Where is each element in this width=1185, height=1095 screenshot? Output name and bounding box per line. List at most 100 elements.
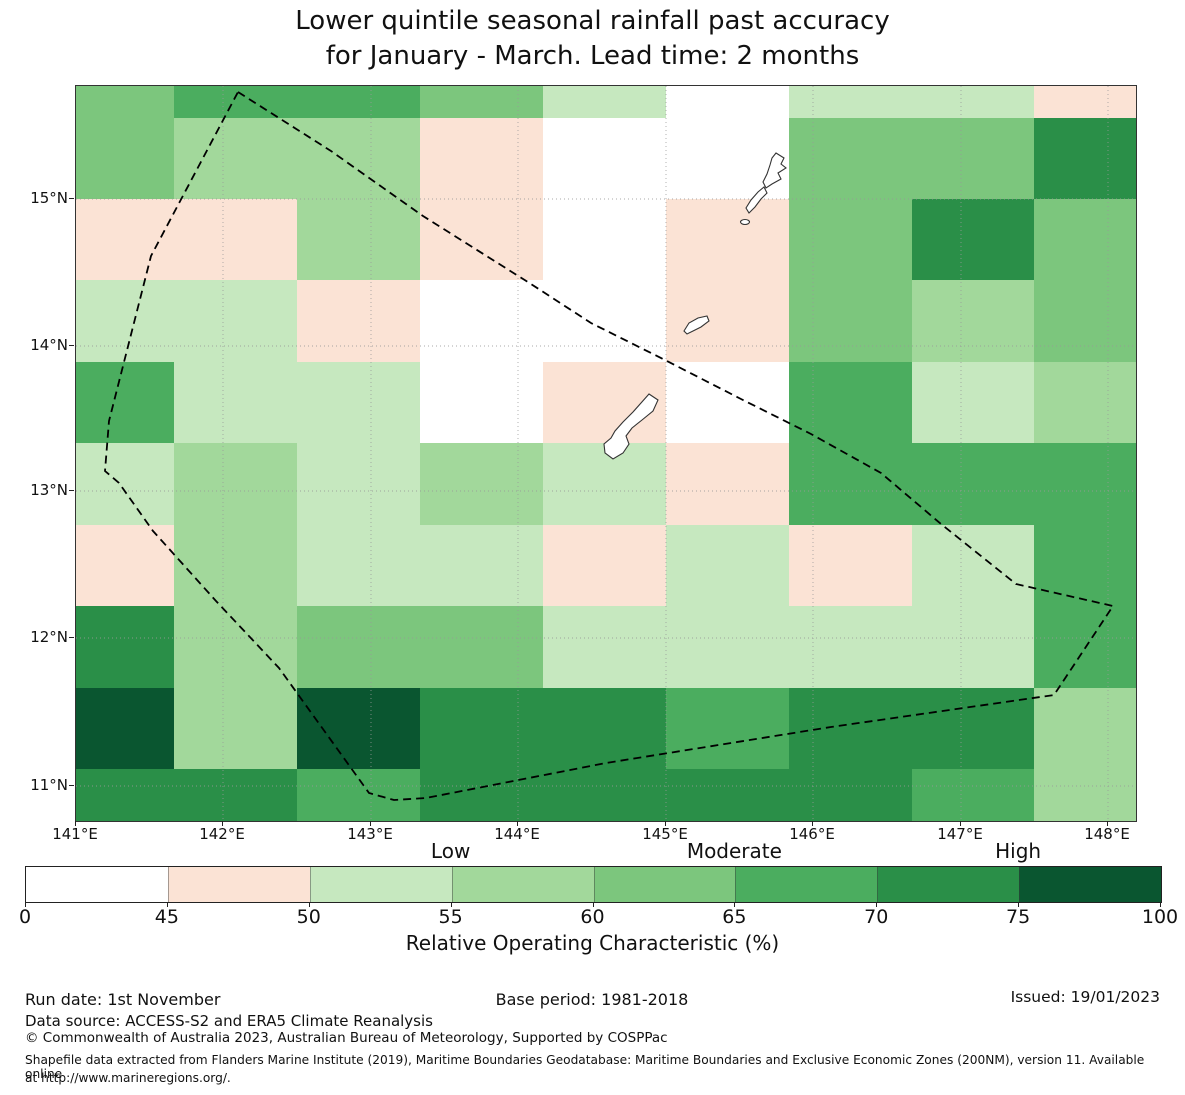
map-cell bbox=[420, 443, 543, 525]
colorbar-tick-label: 55 bbox=[438, 906, 463, 928]
map-cell bbox=[543, 118, 666, 199]
map-cell bbox=[1034, 443, 1136, 525]
map-cell bbox=[174, 606, 297, 688]
map-cell bbox=[1034, 199, 1136, 280]
map-cell bbox=[1034, 606, 1136, 688]
map-cell bbox=[174, 688, 297, 769]
x-tick-label: 145°E bbox=[642, 825, 688, 843]
map-cell bbox=[912, 606, 1034, 688]
chart-title: Lower quintile seasonal rainfall past ac… bbox=[0, 4, 1185, 74]
map-cell bbox=[789, 118, 912, 199]
tick-mark bbox=[69, 637, 74, 638]
map-cell bbox=[297, 199, 420, 280]
map-cell bbox=[76, 525, 174, 606]
map-cell bbox=[76, 362, 174, 443]
map-cell bbox=[789, 525, 912, 606]
colorbar-tick-label: 75 bbox=[1006, 906, 1031, 928]
x-tick-label: 148°E bbox=[1084, 825, 1130, 843]
map-cell bbox=[420, 525, 543, 606]
map-cell bbox=[1034, 769, 1136, 821]
colorbar-segment-75-100 bbox=[1019, 867, 1161, 902]
map-cell bbox=[174, 443, 297, 525]
colorbar-region-label-moderate: Moderate bbox=[686, 839, 782, 863]
map-cell bbox=[76, 86, 174, 118]
footer-data-source: Data source: ACCESS-S2 and ERA5 Climate … bbox=[25, 1012, 433, 1030]
map-cell bbox=[912, 86, 1034, 118]
map-cell bbox=[543, 280, 666, 362]
tick-mark bbox=[960, 821, 961, 826]
map-cell bbox=[666, 86, 789, 118]
colorbar-tick-label: 50 bbox=[296, 906, 321, 928]
map-cell bbox=[666, 118, 789, 199]
colorbar-segment-60-65 bbox=[593, 867, 736, 902]
map-cell bbox=[76, 688, 174, 769]
tick-mark bbox=[812, 821, 813, 826]
map-cell bbox=[297, 688, 420, 769]
footer-run-date: Run date: 1st November bbox=[25, 990, 221, 1009]
map-cell bbox=[543, 362, 666, 443]
footer-shapefile-line1: Shapefile data extracted from Flanders M… bbox=[25, 1053, 1145, 1081]
map-cell bbox=[76, 280, 174, 362]
map-cell bbox=[789, 362, 912, 443]
colorbar-tick-label: 60 bbox=[580, 906, 605, 928]
tick-mark bbox=[1107, 821, 1108, 826]
map-cell bbox=[174, 86, 297, 118]
map-cell bbox=[666, 362, 789, 443]
colorbar-region-label-high: High bbox=[995, 839, 1042, 863]
map-cell bbox=[297, 606, 420, 688]
map-cell bbox=[666, 525, 789, 606]
map-cell bbox=[789, 443, 912, 525]
chart-title-line2: for January - March. Lead time: 2 months bbox=[325, 41, 860, 71]
map-cell bbox=[420, 606, 543, 688]
map-cell bbox=[543, 606, 666, 688]
map-cell bbox=[174, 362, 297, 443]
map-cell bbox=[76, 199, 174, 280]
map-cell bbox=[789, 769, 912, 821]
map-cell bbox=[666, 769, 789, 821]
colorbar-axis-label: Relative Operating Characteristic (%) bbox=[405, 931, 780, 955]
map-plot-area bbox=[75, 85, 1137, 822]
map-cell bbox=[1034, 118, 1136, 199]
y-tick-label: 12°N bbox=[30, 628, 68, 646]
map-cell bbox=[543, 443, 666, 525]
y-tick-label: 15°N bbox=[30, 189, 68, 207]
map-cell bbox=[912, 688, 1034, 769]
map-cell bbox=[76, 606, 174, 688]
x-tick-label: 143°E bbox=[347, 825, 393, 843]
colorbar bbox=[25, 866, 1162, 903]
map-cell bbox=[1034, 688, 1136, 769]
map-cell bbox=[297, 280, 420, 362]
map-cell bbox=[912, 443, 1034, 525]
tick-mark bbox=[665, 821, 666, 826]
map-cell bbox=[297, 769, 420, 821]
colorbar-tick-label: 100 bbox=[1141, 906, 1179, 928]
colorbar-tick-mark bbox=[450, 902, 452, 907]
footer-issued: Issued: 19/01/2023 bbox=[1010, 988, 1160, 1006]
y-tick-label: 14°N bbox=[30, 336, 68, 354]
tick-mark bbox=[69, 345, 74, 346]
x-tick-label: 147°E bbox=[937, 825, 983, 843]
map-cell bbox=[174, 769, 297, 821]
map-cell bbox=[174, 280, 297, 362]
map-cell bbox=[297, 443, 420, 525]
map-cell bbox=[174, 199, 297, 280]
colorbar-tick-mark bbox=[308, 902, 310, 907]
map-cell bbox=[666, 280, 789, 362]
map-cell bbox=[174, 118, 297, 199]
tick-mark bbox=[75, 821, 76, 826]
map-cell bbox=[420, 118, 543, 199]
map-cell bbox=[543, 86, 666, 118]
footer-base-period: Base period: 1981-2018 bbox=[495, 990, 689, 1009]
map-cell bbox=[1034, 525, 1136, 606]
map-cell bbox=[666, 443, 789, 525]
map-cell bbox=[789, 86, 912, 118]
map-cell bbox=[1034, 86, 1136, 118]
y-tick-label: 11°N bbox=[30, 776, 68, 794]
map-cell bbox=[543, 688, 666, 769]
map-cell bbox=[543, 525, 666, 606]
colorbar-segment-0-45 bbox=[26, 867, 168, 902]
map-cell bbox=[297, 525, 420, 606]
tick-mark bbox=[222, 821, 223, 826]
map-cell bbox=[912, 362, 1034, 443]
